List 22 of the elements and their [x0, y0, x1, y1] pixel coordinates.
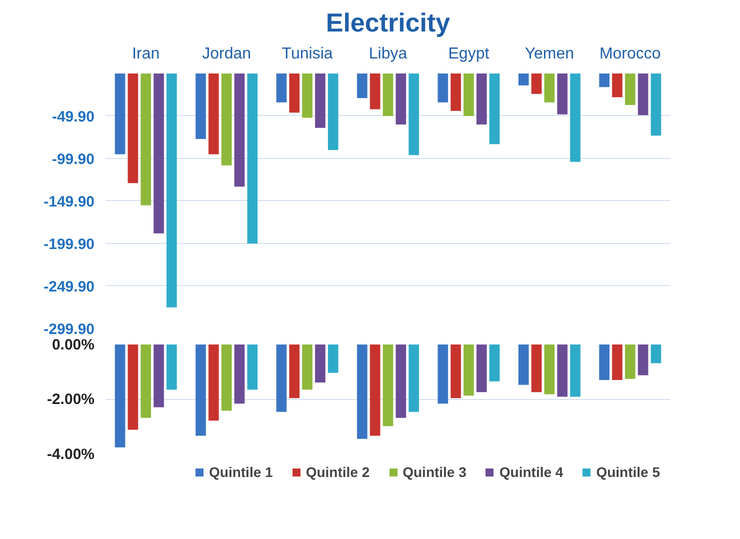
x-tick-label: Morocco: [599, 46, 661, 62]
legend-label: Quintile 1: [209, 464, 273, 480]
y-tick-label: -299.90: [44, 321, 94, 338]
y-tick-label: -249.90: [44, 278, 94, 296]
chart-title: Electricity: [326, 8, 451, 38]
y-tick-label: -149.90: [44, 193, 94, 210]
x-tick-label: Egypt: [448, 46, 490, 62]
y-tick-label: -2.00%: [46, 391, 95, 408]
legend-label: Quintile 2: [306, 464, 370, 480]
y-tick-label: -99.90: [52, 150, 95, 168]
x-tick-label: Yemen: [524, 46, 574, 62]
x-tick-label: Jordan: [202, 46, 252, 62]
x-tick-label: Libya: [368, 46, 408, 62]
y-tick-label: -4.00%: [46, 446, 95, 463]
legend-label: Quintile 4: [499, 464, 564, 480]
legend-label: Quintile 3: [402, 464, 466, 480]
y-tick-label: -49.90: [52, 108, 95, 126]
legend-label: Quintile 5: [596, 464, 660, 480]
y-tick-label: -199.90: [44, 236, 94, 253]
x-tick-label: Iran: [132, 46, 160, 62]
y-tick-label: 0.00%: [52, 336, 95, 354]
x-tick-label: Tunisia: [282, 46, 333, 62]
